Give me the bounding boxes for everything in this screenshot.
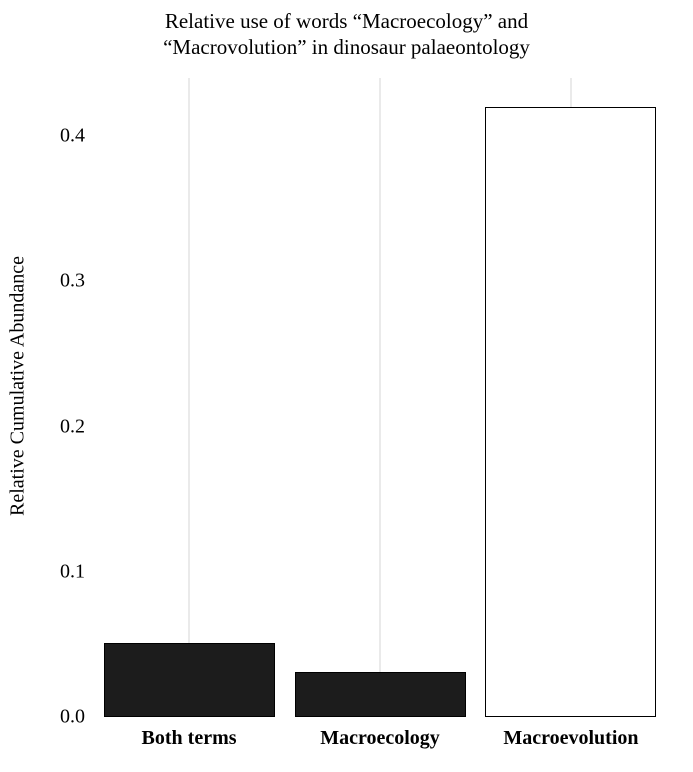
y-tick-label: 0.1 — [60, 560, 95, 583]
y-tick-label: 0.0 — [60, 706, 95, 729]
chart-container: Relative use of words “Macroecology” and… — [0, 0, 693, 772]
x-tick-label: Macroecology — [320, 717, 440, 750]
plot-area: 0.00.10.20.30.4Both termsMacroecologyMac… — [95, 78, 665, 717]
bar — [295, 672, 466, 717]
y-axis-label: Relative Cumulative Abundance — [7, 256, 30, 516]
vertical-gridline — [379, 78, 381, 717]
vertical-gridline — [188, 78, 190, 717]
y-tick-label: 0.3 — [60, 270, 95, 293]
chart-title-line1: Relative use of words “Macroecology” and — [165, 9, 528, 33]
bar — [104, 643, 275, 717]
y-tick-label: 0.4 — [60, 125, 95, 148]
chart-title-line2: “Macrovolution” in dinosaur palaeontolog… — [163, 35, 530, 59]
x-tick-label: Macroevolution — [503, 717, 638, 750]
y-tick-label: 0.2 — [60, 415, 95, 438]
bar — [485, 107, 656, 717]
x-tick-label: Both terms — [142, 717, 237, 750]
chart-title: Relative use of words “Macroecology” and… — [0, 8, 693, 61]
